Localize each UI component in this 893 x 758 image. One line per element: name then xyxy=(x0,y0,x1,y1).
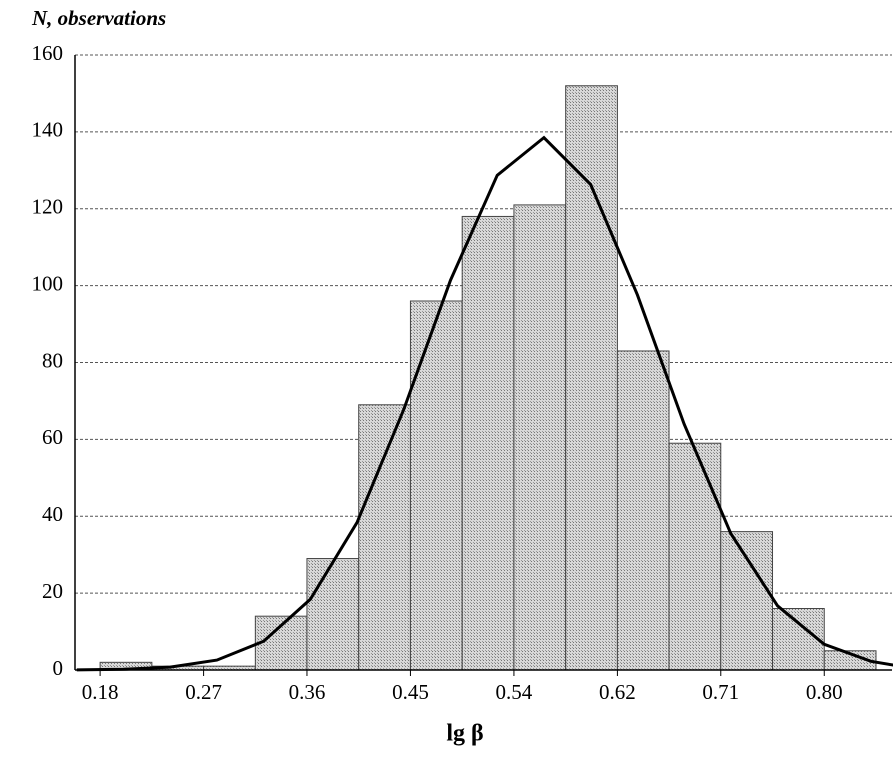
x-tick-label: 0.54 xyxy=(496,680,533,704)
x-tick-label: 0.80 xyxy=(806,680,843,704)
y-tick-label: 20 xyxy=(42,579,63,603)
x-tick-label: 0.36 xyxy=(289,680,326,704)
bar xyxy=(616,350,670,671)
bar xyxy=(358,404,411,671)
bar xyxy=(720,531,774,671)
y-tick-label: 120 xyxy=(32,195,64,219)
x-tick-label: 0.62 xyxy=(599,680,636,704)
fit-curve xyxy=(76,135,893,672)
y-tick-label: 140 xyxy=(32,118,64,142)
bar xyxy=(409,300,463,671)
x-tick-label: 0.71 xyxy=(702,680,739,704)
bar xyxy=(565,85,618,671)
bar xyxy=(306,558,360,671)
y-tick-label: 40 xyxy=(42,502,63,526)
y-tick-label: 100 xyxy=(32,271,64,295)
bar xyxy=(461,215,515,671)
bar xyxy=(513,204,567,671)
bar xyxy=(772,608,825,671)
x-tick-label: 0.27 xyxy=(185,680,222,704)
x-tick-label: 0.18 xyxy=(82,680,119,704)
bar xyxy=(668,442,722,671)
y-tick-label: 0 xyxy=(53,656,64,680)
y-tick-label: 60 xyxy=(42,425,63,449)
x-tick-label: 0.45 xyxy=(392,680,429,704)
x-axis-label: lg β xyxy=(446,721,483,747)
y-tick-label: 80 xyxy=(42,348,63,372)
y-tick-label: 160 xyxy=(32,41,64,65)
chart-title: N, observations xyxy=(31,6,166,30)
